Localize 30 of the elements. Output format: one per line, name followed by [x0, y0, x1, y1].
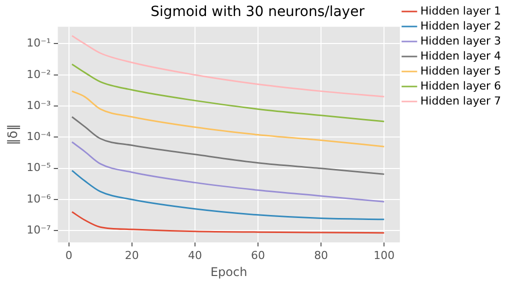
x-tick-label: 80: [314, 248, 328, 262]
x-tick-label: 20: [124, 248, 139, 262]
y-tick-label: 10⁻¹: [26, 36, 51, 50]
legend-label: Hidden layer 6: [420, 79, 502, 92]
x-tick-label: 40: [188, 248, 202, 262]
y-tick-label: 10⁻⁷: [26, 224, 51, 237]
line-series: [71, 90, 385, 148]
y-tick-label: 10⁻³: [26, 98, 51, 112]
y-tick-label: 10⁻⁵: [26, 161, 51, 174]
legend-label: Hidden layer 3: [420, 34, 502, 48]
line-series: [71, 141, 385, 202]
chart-title: Sigmoid with 30 neurons/layer: [150, 4, 365, 20]
legend-label: Hidden layer 2: [420, 19, 502, 32]
legend-label: Hidden layer 1: [420, 4, 502, 18]
line-series: [71, 116, 385, 175]
line-series: [71, 170, 385, 220]
y-axis-title: ‖δ‖: [6, 124, 22, 146]
x-tick-label: 100: [374, 248, 395, 262]
legend-label: Hidden layer 7: [420, 94, 502, 108]
line-series: [71, 63, 385, 122]
line-series: [71, 35, 385, 98]
x-tick-label: 60: [251, 248, 266, 262]
line-series: [71, 211, 385, 234]
y-tick-label: 10⁻⁴: [26, 130, 52, 144]
x-tick-label: 0: [65, 248, 72, 262]
legend-label: Hidden layer 5: [420, 64, 502, 78]
legend-label: Hidden layer 4: [420, 49, 502, 62]
x-axis-title: Epoch: [210, 264, 248, 279]
y-tick-label: 10⁻⁶: [26, 192, 52, 206]
y-tick-label: 10⁻²: [26, 68, 51, 81]
